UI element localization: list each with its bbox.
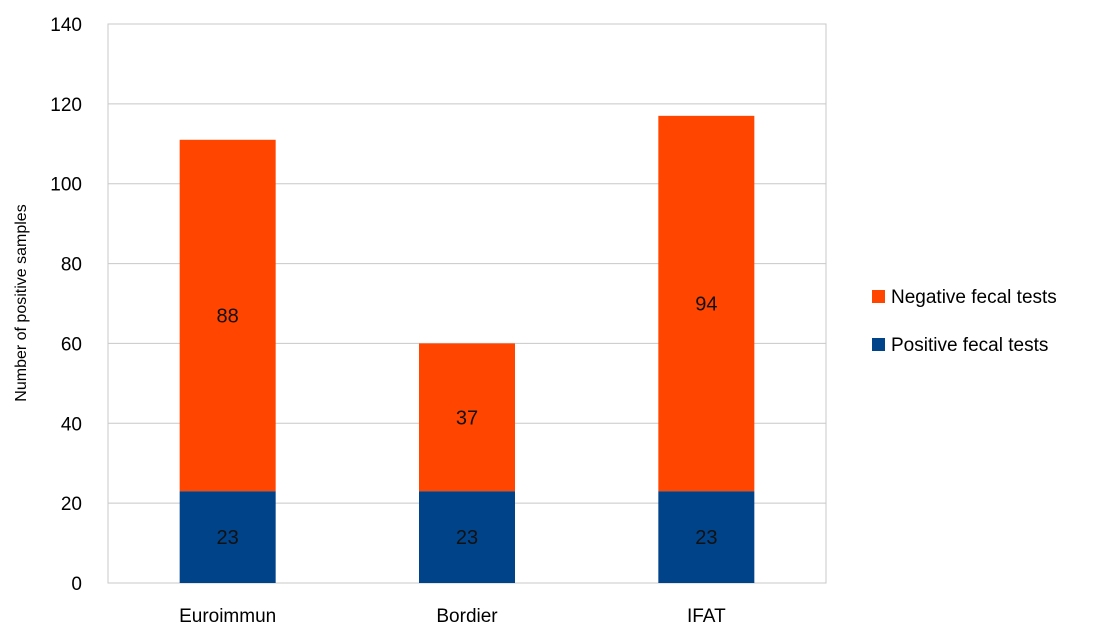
legend-swatch: [872, 338, 885, 351]
legend-label: Positive fecal tests: [891, 335, 1048, 356]
y-tick-label: 100: [50, 175, 82, 196]
bar-ifat-positive-fecal-tests: [658, 491, 755, 583]
data-label: 88: [217, 305, 239, 327]
data-label: 23: [695, 527, 717, 549]
x-axis-ticks: Euroimmun Bordier IFAT: [179, 606, 726, 627]
y-tick-label: 20: [61, 494, 82, 515]
y-tick-label: 140: [50, 15, 82, 36]
legend-swatch: [872, 290, 885, 303]
y-tick-label: 60: [61, 334, 82, 355]
bar-bordier-negative-fecal-tests: [419, 343, 515, 492]
y-axis-title: Number of positive samples: [13, 204, 30, 401]
legend: Negative fecal tests Positive fecal tests: [872, 287, 1057, 356]
legend-label: Negative fecal tests: [891, 287, 1057, 308]
y-tick-label: 40: [61, 414, 82, 435]
x-category-label: Bordier: [436, 606, 498, 627]
bars: [179, 115, 755, 583]
bar-bordier-positive-fecal-tests: [419, 491, 515, 583]
bar-euroimmun-positive-fecal-tests: [179, 491, 276, 583]
y-tick-label: 120: [50, 95, 82, 116]
y-tick-label: 0: [71, 574, 82, 595]
x-category-label: IFAT: [687, 606, 726, 627]
bar-ifat-negative-fecal-tests: [658, 115, 755, 492]
data-label: 23: [217, 527, 239, 549]
bar-euroimmun-negative-fecal-tests: [179, 139, 276, 492]
data-labels: 23 88 23 37 23 94: [217, 294, 718, 550]
data-label: 23: [456, 527, 478, 549]
y-tick-label: 80: [61, 255, 82, 276]
data-label: 37: [456, 407, 478, 429]
data-label: 94: [695, 294, 717, 316]
y-axis-ticks: 0 20 40 60 80 100 120 140: [50, 15, 82, 595]
x-category-label: Euroimmun: [179, 606, 276, 627]
